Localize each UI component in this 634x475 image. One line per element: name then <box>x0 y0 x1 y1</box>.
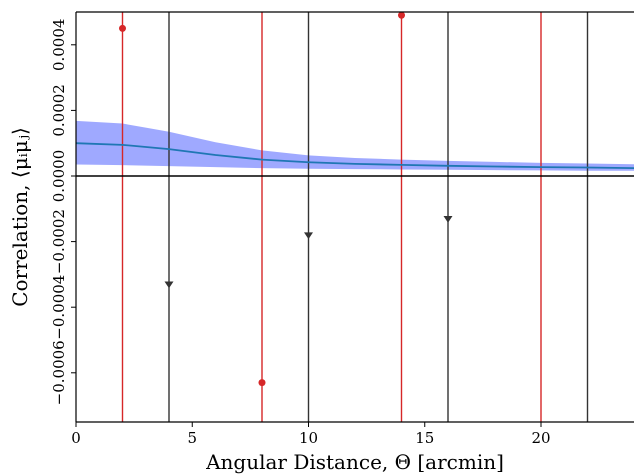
data-point-triangle <box>304 232 313 240</box>
error-lines <box>121 12 589 422</box>
model-line <box>76 142 634 170</box>
model-curve <box>76 142 634 170</box>
y-tick-label: 0.0000 <box>50 150 68 203</box>
y-tick-label: −0.0006 <box>50 340 68 405</box>
model-uncertainty-band <box>76 120 634 171</box>
y-tick-label: −0.0002 <box>50 209 68 274</box>
x-tick-label: 0 <box>71 429 81 447</box>
x-tick-label: 10 <box>299 429 318 447</box>
data-point-circle <box>119 24 126 32</box>
data-point-triangle <box>443 215 453 223</box>
y-tick-label: 0.0004 <box>50 19 68 72</box>
band-area <box>76 120 634 171</box>
y-tick-label: −0.0004 <box>50 275 68 340</box>
x-tick-label: 20 <box>531 429 550 447</box>
x-axis-label: Angular Distance, Θ [arcmin] <box>205 450 504 474</box>
y-ticks: −0.0006−0.0004−0.0002 0.0000 0.0002 0.0004 <box>50 19 76 405</box>
axes <box>75 11 634 423</box>
data-point-circle <box>398 12 405 19</box>
x-ticks: 0 5 10 15 20 <box>71 422 551 447</box>
data-points <box>119 12 592 475</box>
y-axis-label: Correlation, ⟨μᵢμⱼ⟩ <box>8 127 32 307</box>
data-point-circle <box>258 379 266 387</box>
x-tick-label: 5 <box>187 429 197 447</box>
data-point-triangle <box>583 469 592 475</box>
y-tick-label: 0.0002 <box>50 84 68 136</box>
data-point-triangle <box>164 281 174 289</box>
x-tick-label: 15 <box>415 429 434 447</box>
